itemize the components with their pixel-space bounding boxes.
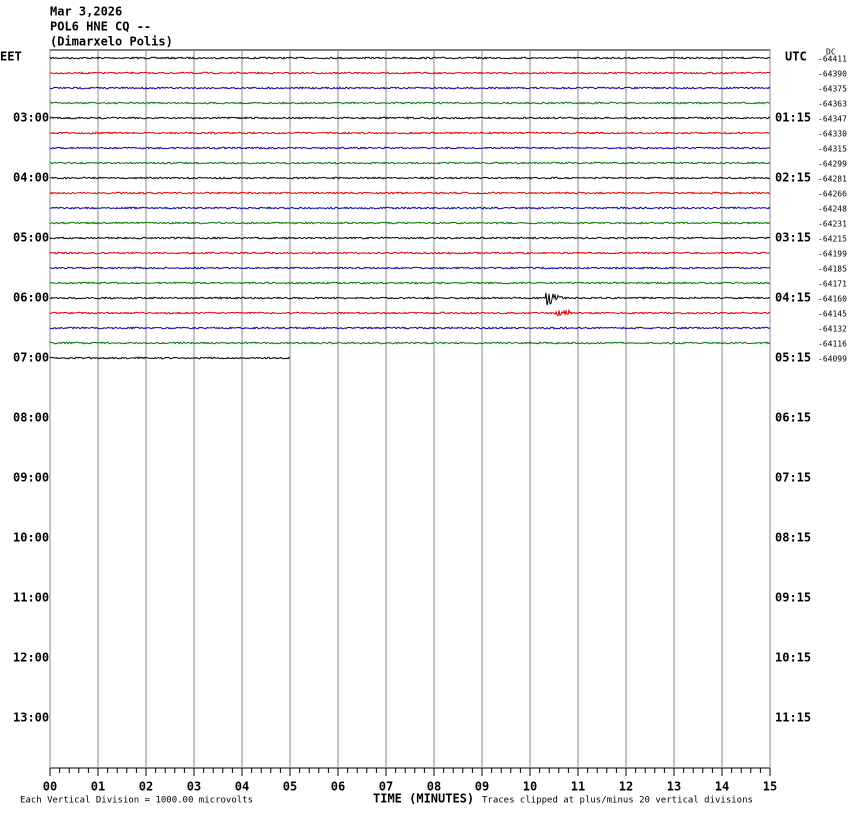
dc-value: -64215 <box>818 235 847 244</box>
trace <box>49 281 771 285</box>
left-label: 03:00 <box>13 111 49 125</box>
x-tick-label: 15 <box>763 780 777 794</box>
dc-value: -64299 <box>818 160 847 169</box>
station: POL6 HNE CQ -- <box>50 20 151 34</box>
trace <box>49 131 771 135</box>
left-label: 05:00 <box>13 231 49 245</box>
dc-value: -64330 <box>818 130 847 139</box>
dc-value: -64132 <box>818 325 847 334</box>
trace <box>49 292 771 306</box>
dc-value: -64315 <box>818 145 847 154</box>
right-label: 06:15 <box>775 411 811 425</box>
right-axis-title: UTC <box>785 50 807 64</box>
trace <box>49 71 771 75</box>
left-label: 09:00 <box>13 471 49 485</box>
trace <box>49 176 771 180</box>
x-tick-label: 10 <box>523 780 537 794</box>
dc-value: -64363 <box>818 100 847 109</box>
left-label: 12:00 <box>13 651 49 665</box>
x-tick-label: 00 <box>43 780 57 794</box>
trace <box>49 221 771 225</box>
right-label: 09:15 <box>775 591 811 605</box>
right-label: 08:15 <box>775 531 811 545</box>
right-label: 02:15 <box>775 171 811 185</box>
left-label: 13:00 <box>13 711 49 725</box>
dc-value: -64199 <box>818 250 847 259</box>
left-label: 10:00 <box>13 531 49 545</box>
trace <box>49 356 291 360</box>
trace <box>49 326 771 330</box>
right-label: 05:15 <box>775 351 811 365</box>
dc-value: -64099 <box>818 355 847 364</box>
x-tick-label: 12 <box>619 780 633 794</box>
plot-frame <box>49 49 771 769</box>
right-label: 01:15 <box>775 111 811 125</box>
x-tick-label: 02 <box>139 780 153 794</box>
trace <box>49 56 771 60</box>
x-tick-label: 04 <box>235 780 249 794</box>
left-label: 06:00 <box>13 291 49 305</box>
x-axis-title: TIME (MINUTES) <box>373 792 474 806</box>
dc-value: -64116 <box>818 340 847 349</box>
x-tick-label: 01 <box>91 780 105 794</box>
x-tick-label: 11 <box>571 780 585 794</box>
trace <box>49 86 771 90</box>
x-tick-label: 13 <box>667 780 681 794</box>
trace <box>49 161 771 165</box>
trace <box>49 308 771 317</box>
x-tick-label: 06 <box>331 780 345 794</box>
left-label: 07:00 <box>13 351 49 365</box>
dc-value: -64390 <box>818 70 847 79</box>
date: Mar 3,2026 <box>50 5 122 19</box>
right-label: 03:15 <box>775 231 811 245</box>
dc-value: -64411 <box>818 55 847 64</box>
x-tick-label: 07 <box>379 780 393 794</box>
left-label: 11:00 <box>13 591 49 605</box>
trace <box>50 206 771 210</box>
dc-value: -64347 <box>818 115 847 124</box>
trace <box>49 341 771 345</box>
location: (Dimarxelo Polis) <box>50 35 173 49</box>
x-tick-label: 08 <box>427 780 441 794</box>
trace <box>49 116 771 120</box>
trace <box>49 101 771 105</box>
x-tick-label: 05 <box>283 780 297 794</box>
trace <box>49 236 771 240</box>
trace <box>49 146 771 150</box>
trace <box>49 266 771 270</box>
dc-value: -64248 <box>818 205 847 214</box>
x-tick-label: 09 <box>475 780 489 794</box>
right-label: 04:15 <box>775 291 811 305</box>
x-tick-label: 03 <box>187 780 201 794</box>
trace <box>49 191 771 195</box>
dc-value: -64266 <box>818 190 847 199</box>
right-label: 10:15 <box>775 651 811 665</box>
right-label: 11:15 <box>775 711 811 725</box>
trace <box>49 251 771 255</box>
dc-value: -64231 <box>818 220 847 229</box>
dc-title: DC <box>826 48 836 57</box>
dc-value: -64185 <box>818 265 847 274</box>
scale-note: Each Vertical Division = 1000.00 microvo… <box>20 796 253 806</box>
dc-value: -64375 <box>818 85 847 94</box>
dc-value: -64145 <box>818 310 847 319</box>
left-label: 08:00 <box>13 411 49 425</box>
clip-note: Traces clipped at plus/minus 20 vertical… <box>482 796 753 806</box>
left-label: 04:00 <box>13 171 49 185</box>
x-tick-label: 14 <box>715 780 729 794</box>
dc-value: -64160 <box>818 295 847 304</box>
dc-value: -64281 <box>818 175 847 184</box>
right-label: 07:15 <box>775 471 811 485</box>
left-axis-title: EET <box>0 50 22 64</box>
dc-value: -64171 <box>818 280 847 289</box>
